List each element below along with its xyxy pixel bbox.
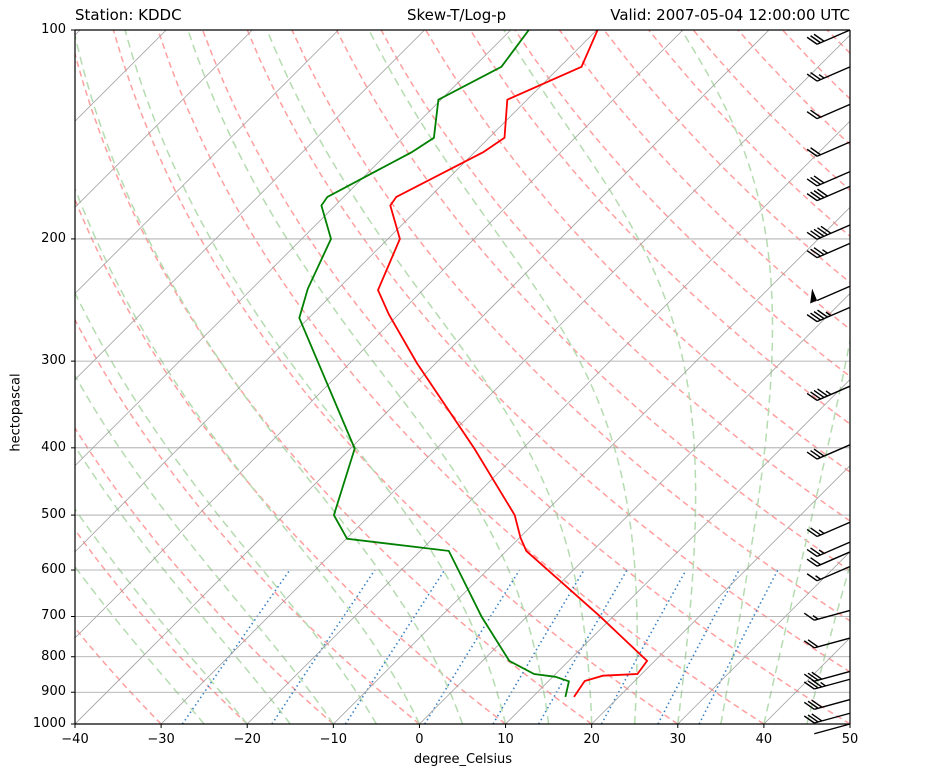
dewpoint-profile bbox=[298, 30, 570, 698]
x-tick-label: 30 bbox=[669, 732, 687, 747]
y-tick-label: 700 bbox=[41, 608, 66, 624]
valid-time-title: Valid: 2007-05-04 12:00:00 UTC bbox=[610, 6, 850, 24]
chart-title: Skew-T/Log-p bbox=[407, 6, 507, 24]
x-tick-label: 40 bbox=[755, 732, 773, 747]
y-tick-label: 1000 bbox=[32, 716, 66, 731]
y-tick-label: 300 bbox=[41, 353, 66, 369]
x-tick-label: 10 bbox=[497, 732, 514, 747]
x-tick-label: 0 bbox=[415, 732, 424, 747]
x-axis-label: degree_Celsius bbox=[413, 752, 513, 767]
y-tick-label: 600 bbox=[41, 562, 66, 578]
y-tick-label: 200 bbox=[41, 230, 66, 246]
y-tick-label: 400 bbox=[41, 439, 66, 455]
y-tick-label: 500 bbox=[41, 507, 66, 523]
y-tick-label: 100 bbox=[41, 22, 66, 37]
station-title: Station: KDDC bbox=[75, 6, 182, 24]
x-tick-label: −10 bbox=[319, 732, 348, 747]
x-tick-label: −30 bbox=[147, 732, 175, 747]
x-tick-label: −20 bbox=[233, 732, 261, 747]
x-tick-label: −40 bbox=[61, 732, 89, 747]
temperature-profile bbox=[377, 30, 649, 698]
y-tick-label: 900 bbox=[41, 684, 66, 700]
y-axis-label: hectopascal bbox=[8, 373, 24, 452]
y-tick-label: 800 bbox=[41, 648, 66, 664]
wind-barbs bbox=[803, 29, 851, 735]
x-tick-label: 50 bbox=[841, 732, 859, 747]
x-tick-label: 20 bbox=[583, 732, 600, 747]
